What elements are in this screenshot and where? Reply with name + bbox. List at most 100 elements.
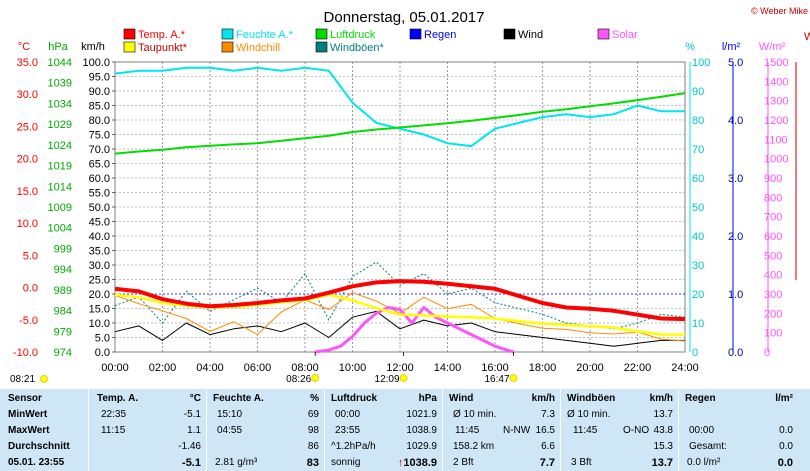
rain-header: Regen xyxy=(685,393,716,404)
humidity-tick-label: 0 xyxy=(692,347,698,359)
wind-tick-label: 65.0 xyxy=(89,159,110,171)
gusts-avg10: 13.7 xyxy=(653,409,673,420)
wind-tick-label: 15.0 xyxy=(89,304,110,316)
pressure-tick-label: 1019 xyxy=(48,161,72,173)
humidity-tick-label: 10 xyxy=(692,318,704,330)
solar-tick-label: 1400 xyxy=(764,76,788,88)
wind-tick-label: 20.0 xyxy=(89,289,110,301)
solar-tick-label: 1300 xyxy=(764,96,788,108)
x-tick-label: 06:00 xyxy=(244,362,272,374)
solar-tick-label: 1200 xyxy=(764,115,788,127)
x-tick-label: 12:00 xyxy=(386,362,414,374)
wind-tick-label: 40.0 xyxy=(89,231,110,243)
legend-swatch xyxy=(123,41,136,53)
x-tick-label: 14:00 xyxy=(434,362,462,374)
row-label-avg: Durchschnitt xyxy=(8,441,70,452)
pressure-current: ↑1038.9 xyxy=(398,457,437,469)
temp-unit-label: °C xyxy=(18,41,30,53)
sun-event-label: 16:47 xyxy=(484,374,509,385)
wind-tick-label: 35.0 xyxy=(89,246,110,258)
gusts-max: 43.8 xyxy=(653,425,673,436)
solar-tick-label: 1500 xyxy=(764,57,788,69)
humidity-column: Feuchte A. % 15:10 04:55 2.81 g/m³ 69 98… xyxy=(206,389,325,471)
wind-tick-label: 60.0 xyxy=(89,173,110,185)
pressure-trend: ^1.2hPa/h xyxy=(331,441,376,452)
x-tick-label: 02:00 xyxy=(149,362,177,374)
wind-max-direction: N-NW xyxy=(503,425,531,436)
legend-label: Temp. A.* xyxy=(138,29,186,41)
wind-tick-label: 55.0 xyxy=(89,188,110,200)
pressure-tick-label: 989 xyxy=(54,285,72,297)
pressure-tick-label: 1034 xyxy=(48,98,72,110)
rain-tick-label: 0.0 xyxy=(728,347,743,359)
humidity-tick-label: 60 xyxy=(692,173,704,185)
x-tick-label: 04:00 xyxy=(196,362,224,374)
rain-unit: l/m² xyxy=(775,393,793,404)
temp-tick-label: 30.0 xyxy=(17,89,38,101)
rain-tick-label: 5.0 xyxy=(728,57,743,69)
gusts-label-avg10: Ø 10 min. xyxy=(567,409,611,420)
pressure-forecast: sonnig xyxy=(331,457,361,468)
humidity-tick-label: 100 xyxy=(692,57,710,69)
legend-label: Windchill xyxy=(236,42,280,54)
pressure-unit-label: hPa xyxy=(48,41,68,53)
solar-tick-label: 1100 xyxy=(764,134,788,146)
rain-total-label: Gesamt: xyxy=(689,441,727,452)
temp-max-time: 11:15 xyxy=(101,425,126,436)
humidity-max-time: 04:55 xyxy=(217,425,243,436)
wind-tick-label: 30.0 xyxy=(89,260,110,272)
sunrise-label: 08:21 xyxy=(10,374,35,385)
solar-tick-label: 200 xyxy=(764,308,782,320)
legend-swatch xyxy=(409,28,422,40)
wind-avg10: 7.3 xyxy=(541,409,555,420)
pressure-max-time: 23:55 xyxy=(335,425,361,436)
x-tick-label: 24:00 xyxy=(671,362,699,374)
humidity-min: 69 xyxy=(307,409,319,420)
legend-label: Feuchte A.* xyxy=(236,29,294,41)
cut-unit-label: W xyxy=(804,31,810,43)
temp-tick-label: 0.0 xyxy=(23,283,38,295)
legend-label: Taupunkt* xyxy=(138,42,188,54)
sensor-header: Sensor xyxy=(8,393,42,404)
wind-max-time: 11:45 xyxy=(455,425,480,436)
legend-label: Regen xyxy=(424,29,456,41)
rain-tick-label: 4.0 xyxy=(728,115,743,127)
pressure-tick-label: 1044 xyxy=(48,57,72,69)
gusts-column: Windböen km/h Ø 10 min. 11:45 3 Bft O-NO… xyxy=(560,389,679,471)
wind-tick-label: 95.0 xyxy=(89,72,110,84)
rain-column: Regen l/m² 00:00 Gesamt: 0.0 l/m² 0.0 0.… xyxy=(678,389,799,471)
sun-event-label: 12:09 xyxy=(375,374,400,385)
wind-tick-label: 5.0 xyxy=(95,333,110,345)
pressure-unit: hPa xyxy=(418,393,437,404)
trend-arrow-icon: ↑ xyxy=(397,457,404,469)
legend-label: Wind xyxy=(518,29,543,41)
sun-event-label: 08:26 xyxy=(286,374,311,385)
wind-tick-label: 85.0 xyxy=(89,101,110,113)
temp-tick-label: -5.0 xyxy=(19,315,38,327)
sun-event-icon xyxy=(311,374,320,382)
wind-tick-label: 80.0 xyxy=(89,115,110,127)
solar-tick-label: 100 xyxy=(764,328,782,340)
temp-tick-label: 5.0 xyxy=(23,250,38,262)
wind-avg: 6.6 xyxy=(541,441,555,452)
legend-swatch xyxy=(503,28,516,40)
temp-tick-label: 25.0 xyxy=(17,121,38,133)
wind-label-avg10: Ø 10 min. xyxy=(453,409,497,420)
sunrise-icon xyxy=(40,375,48,383)
solar-tick-label: 300 xyxy=(764,289,782,301)
pressure-tick-label: 984 xyxy=(54,306,72,318)
humidity-max: 98 xyxy=(307,425,319,436)
wind-unit: km/h xyxy=(531,393,555,404)
rain-tick-label: 2.0 xyxy=(728,231,743,243)
solar-tick-label: 0 xyxy=(764,347,770,359)
temp-tick-label: 35.0 xyxy=(17,57,38,69)
rain-current: 0.0 xyxy=(777,457,793,469)
humidity-absolute: 2.81 g/m³ xyxy=(215,457,258,468)
pressure-header: Luftdruck xyxy=(331,393,378,404)
pressure-tick-label: 974 xyxy=(54,347,72,359)
humidity-avg: 86 xyxy=(307,441,319,452)
temp-tick-label: 20.0 xyxy=(17,154,38,166)
x-tick-label: 20:00 xyxy=(576,362,604,374)
gusts-current: 13.7 xyxy=(651,457,673,469)
pressure-tick-label: 1004 xyxy=(48,223,72,235)
